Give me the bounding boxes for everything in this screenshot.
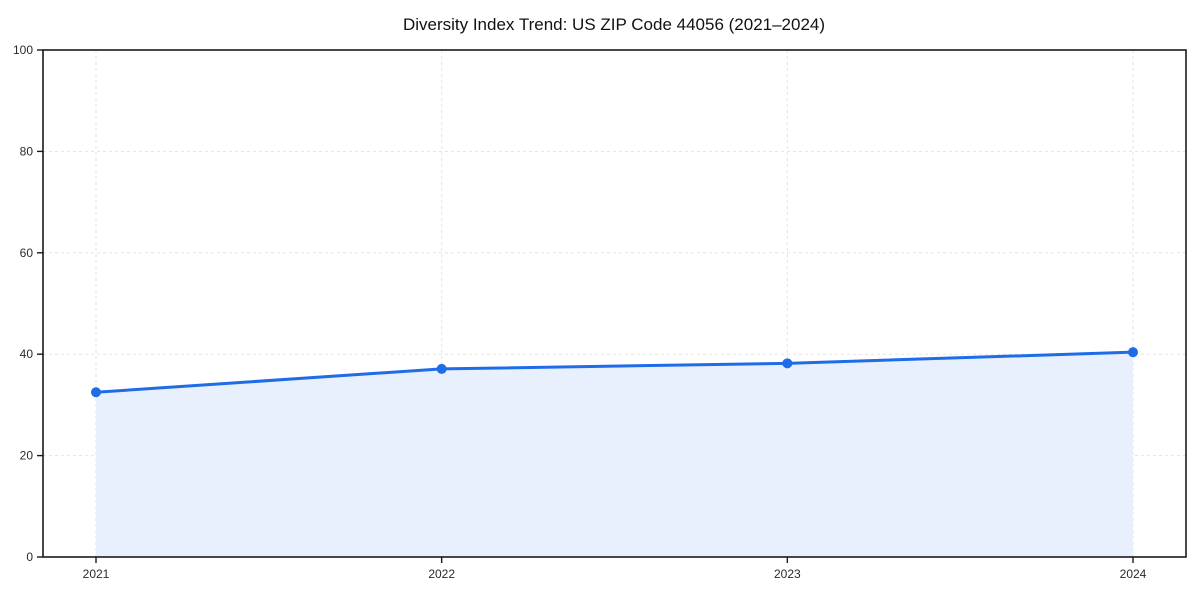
data-point-marker <box>782 358 793 369</box>
x-tick-label: 2024 <box>1120 567 1147 581</box>
trend-line <box>94 350 1135 394</box>
y-tick-label: 100 <box>13 43 33 57</box>
area-fill-region <box>96 352 1133 557</box>
y-tick-label: 20 <box>20 449 34 463</box>
data-points <box>91 347 1138 398</box>
x-tick-label: 2022 <box>428 567 455 581</box>
area-fill <box>96 352 1133 557</box>
plot-border <box>42 49 1187 558</box>
tick-labels: 0 20 40 60 80 100 2021 2022 2023 2024 <box>13 43 1147 581</box>
trend-polyline <box>94 350 1135 394</box>
y-tick-label: 60 <box>20 246 34 260</box>
y-tick-label: 80 <box>20 144 34 158</box>
x-tick-label: 2021 <box>83 567 110 581</box>
y-tick-label: 40 <box>20 347 34 361</box>
data-point-marker <box>436 363 447 374</box>
data-point-marker <box>91 387 101 398</box>
chart-title: Diversity Index Trend: US ZIP Code 44056… <box>403 15 825 34</box>
data-point-marker <box>1128 347 1138 358</box>
x-tick-label: 2023 <box>774 567 801 581</box>
axes <box>37 49 1187 563</box>
y-tick-label: 0 <box>26 550 33 564</box>
